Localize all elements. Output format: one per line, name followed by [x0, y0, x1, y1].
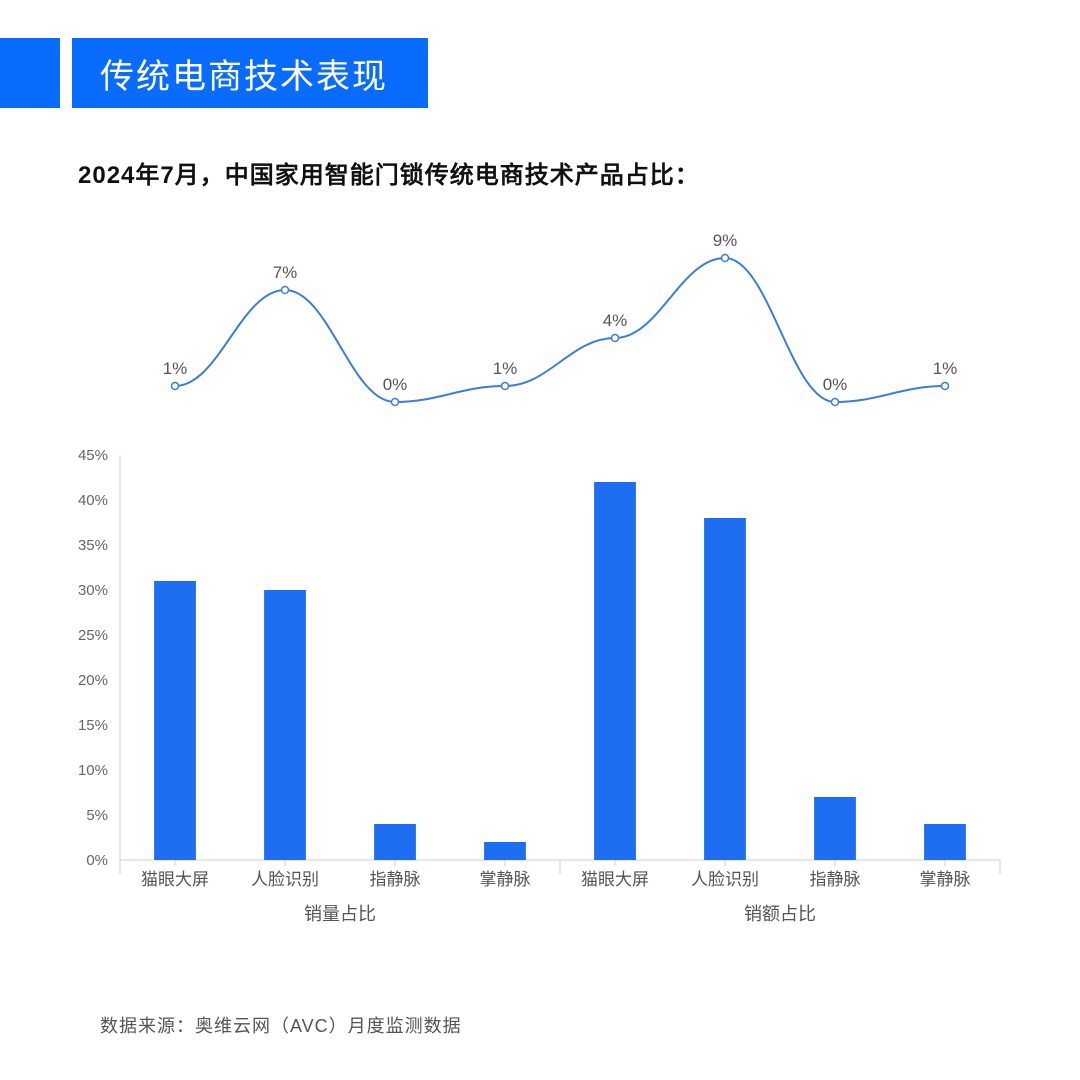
group-label: 销额占比 [744, 904, 816, 924]
category-label: 猫眼大屏 [581, 870, 649, 889]
line-value-label: 1% [933, 359, 958, 378]
y-tick-label: 5% [86, 807, 108, 824]
category-label: 指静脉 [810, 870, 861, 889]
group-label: 销量占比 [304, 904, 376, 924]
category-label: 掌静脉 [480, 870, 531, 889]
y-tick-label: 40% [78, 492, 108, 509]
line-marker [282, 287, 289, 294]
line-value-label: 0% [823, 375, 848, 394]
line-value-label: 4% [603, 311, 628, 330]
y-tick-label: 20% [78, 672, 108, 689]
line-marker [392, 399, 399, 406]
line-marker [172, 383, 179, 390]
category-label: 指静脉 [370, 870, 421, 889]
line-value-label: 1% [163, 359, 188, 378]
line-value-label: 7% [273, 263, 298, 282]
y-tick-label: 0% [86, 852, 108, 869]
line-value-label: 0% [383, 375, 408, 394]
bar [484, 842, 526, 860]
data-source: 数据来源：奥维云网（AVC）月度监测数据 [100, 1012, 462, 1038]
y-tick-label: 35% [78, 537, 108, 554]
bar [924, 824, 966, 860]
line-value-label: 9% [713, 231, 738, 250]
title-accent [0, 38, 60, 108]
bar [814, 797, 856, 860]
bar [264, 590, 306, 860]
category-label: 人脸识别 [251, 870, 319, 889]
line-value-label: 1% [493, 359, 518, 378]
page-subtitle: 2024年7月，中国家用智能门锁传统电商技术产品占比： [78, 155, 700, 190]
line-marker [832, 399, 839, 406]
category-label: 猫眼大屏 [141, 870, 209, 889]
title-gap [60, 38, 72, 108]
y-tick-label: 30% [78, 582, 108, 599]
category-label: 人脸识别 [691, 870, 759, 889]
y-tick-label: 10% [78, 762, 108, 779]
line-marker [612, 335, 619, 342]
y-tick-label: 25% [78, 627, 108, 644]
bar [374, 824, 416, 860]
y-tick-label: 45% [78, 447, 108, 464]
chart-area: 0% 5% 10% 15% 20% 25% 30% 35% 40% 45% 猫眼大屏 人脸识别 指静脉 掌… [60, 220, 1020, 940]
line-marker [502, 383, 509, 390]
bar [594, 482, 636, 860]
line-marker [942, 383, 949, 390]
bar [154, 581, 196, 860]
category-label: 掌静脉 [920, 870, 971, 889]
y-tick-label: 15% [78, 717, 108, 734]
title-bar: 传统电商技术表现 [0, 38, 428, 108]
combined-chart: 0% 5% 10% 15% 20% 25% 30% 35% 40% 45% 猫眼大屏 人脸识别 指静脉 掌… [60, 220, 1020, 940]
line-marker [722, 255, 729, 262]
bar [704, 518, 746, 860]
page-title: 传统电商技术表现 [72, 38, 428, 108]
